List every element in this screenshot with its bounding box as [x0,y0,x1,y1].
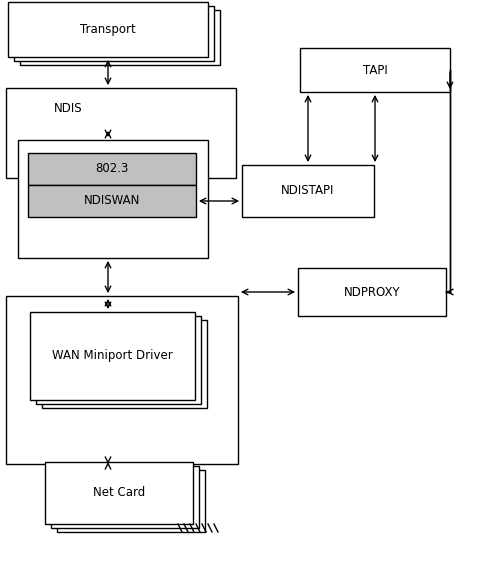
Text: NDPROXY: NDPROXY [344,285,400,298]
Bar [8,2,208,57]
Text: Transport: Transport [80,24,136,37]
Bar [45,462,193,524]
Text: 802.3: 802.3 [95,163,129,176]
Bar [20,10,220,65]
Bar [6,296,238,464]
Text: Net Card: Net Card [93,486,145,499]
Text: NDISWAN: NDISWAN [84,194,140,207]
Bar [36,316,201,404]
Bar [242,165,374,217]
Bar [6,88,236,178]
Bar [57,470,205,532]
Bar [300,48,450,92]
Bar [18,140,208,258]
Text: NDIS: NDIS [54,102,82,115]
Bar [30,312,195,400]
Text: WAN Miniport Driver: WAN Miniport Driver [52,350,172,363]
Bar [28,185,196,217]
Bar [28,153,196,185]
Text: NDISTAPI: NDISTAPI [281,185,335,198]
Bar [298,268,446,316]
Text: TAPI: TAPI [363,63,387,76]
Bar [14,6,214,61]
Bar [42,320,207,408]
Bar [51,466,199,528]
